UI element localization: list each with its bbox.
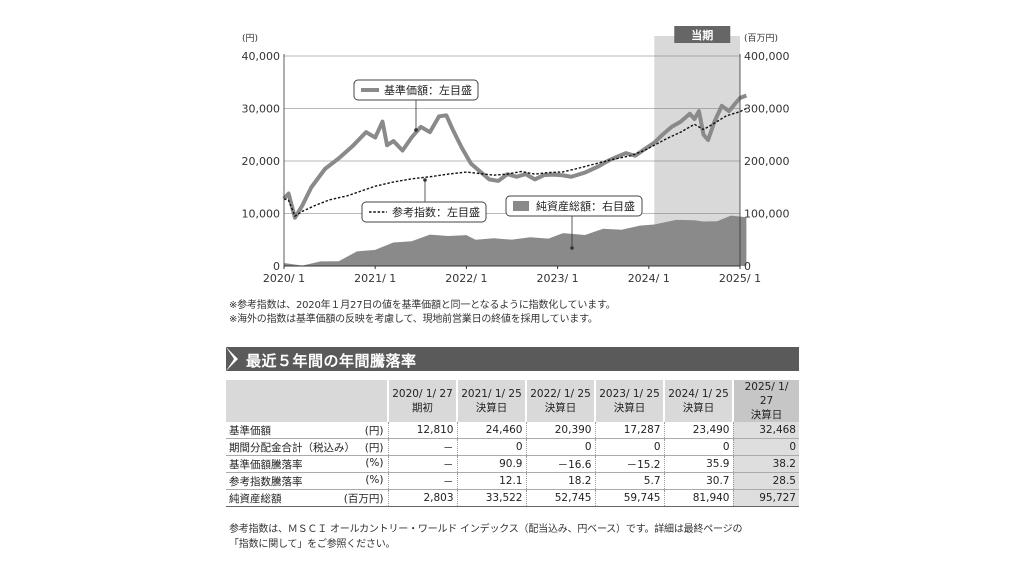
current-period-tag [674, 26, 731, 43]
legend-net-assets-dot [570, 246, 574, 250]
legend-net-assets-label: 純資産総額：右目盛 [536, 199, 635, 213]
table-header-row: 2020/ 1/ 27 期初 2021/ 1/ 25 決算日 2022/ 1/ 25… [226, 380, 799, 422]
right-tick-label: 400,000 [744, 50, 790, 63]
nav-line [282, 93, 748, 220]
section-header: 最近５年間の年間騰落率 [226, 347, 799, 371]
x-tick-label: 2020/ 1 [263, 272, 305, 285]
footnote-1: 参考指数は、ＭＳＣＩ オールカントリー・ワールド インデックス（配当込み、円ベー… [229, 524, 743, 535]
x-tick-label: 2024/ 1 [628, 272, 670, 285]
table-cell: 81,940 [663, 489, 733, 507]
table-cell: 0 [594, 438, 664, 456]
net-assets-area [284, 215, 747, 266]
table-cell: 2,803 [387, 489, 457, 507]
table-cell: 18.2 [525, 472, 595, 490]
left-tick-label: 40,000 [242, 50, 281, 63]
table-row: 基準価額 (円) 12,810 24,460 20,390 17,287 23,490 32,… [226, 422, 799, 439]
legend-nav-dot [414, 128, 418, 132]
left-tick-label: 10,000 [242, 208, 281, 221]
table-cell: － [387, 472, 457, 490]
left-axis-unit: (円) [242, 33, 258, 44]
table-row: 純資産総額 (百万円) 2,803 33,522 52,745 59,745 81,940 9… [226, 489, 799, 507]
row-label-text: 期間分配金合計（税込み） [229, 441, 355, 454]
table-cell: 5.7 [594, 472, 664, 490]
row-unit: (円) [364, 442, 384, 454]
chart-note-2: ※海外の指数は基準価額の反映を考慮して、現地前営業日の終値を採用しています。 [229, 314, 598, 325]
chart-note-1: ※参考指数は、2020年１月27日の値を基準価額と同一となるように指数化していま… [229, 300, 616, 311]
table-cell: 24,460 [456, 422, 526, 439]
row-unit: (%) [365, 474, 384, 486]
table-header-label [226, 380, 388, 422]
table-cell: 28.5 [732, 472, 799, 490]
row-unit: (円) [364, 425, 384, 437]
table-cell: 23,490 [663, 422, 733, 439]
row-label: 純資産総額 (百万円) [226, 490, 388, 507]
x-tick-label: 2025/ 1 [719, 272, 761, 285]
annual-return-table: 2020/ 1/ 27 期初 2021/ 1/ 25 決算日 2022/ 1/ 25… [226, 380, 799, 507]
table-cell: 52,745 [525, 489, 595, 507]
row-label-text: 純資産総額 [229, 492, 282, 505]
row-label: 期間分配金合計（税込み） (円) [226, 439, 388, 456]
row-label-text: 参考指数騰落率 [229, 475, 303, 488]
legend-nav-box [353, 79, 479, 101]
table-cell: 38.2 [732, 455, 799, 473]
legend-net-assets-box [505, 195, 643, 217]
row-label-text: 基準価額 [229, 424, 271, 437]
x-tick-label: 2023/ 1 [536, 272, 578, 285]
table-cell: 59,745 [594, 489, 664, 507]
table-cell: －15.2 [594, 455, 664, 473]
table-cell: 17,287 [594, 422, 664, 439]
table-header-col-current: 2025/ 1/ 27 決算日 [732, 380, 799, 422]
table-header-col: 2023/ 1/ 25 決算日 [594, 380, 664, 422]
row-unit: (百万円) [343, 493, 384, 505]
legend-index-box [361, 201, 487, 223]
table-cell: 95,727 [732, 489, 799, 507]
performance-chart: 当期 40,000 30,000 20,000 10,000 0 400,000 300,0… [242, 26, 790, 285]
row-label: 基準価額 (円) [226, 422, 388, 439]
table-row: 基準価額騰落率 (%) － 90.9 －16.6 －15.2 35.9 38.2 [226, 455, 799, 473]
row-unit: (%) [365, 457, 384, 469]
table-cell: 30.7 [663, 472, 733, 490]
table-cell: 0 [456, 438, 526, 456]
legend-index-label: 参考指数：左目盛 [392, 205, 480, 219]
current-period-label: 当期 [691, 28, 713, 42]
legend-nav-label: 基準価額：左目盛 [384, 83, 472, 97]
table-cell: 0 [525, 438, 595, 456]
table-cell: －16.6 [525, 455, 595, 473]
legend-index-dot [423, 178, 427, 182]
table-cell: 90.9 [456, 455, 526, 473]
table-row: 参考指数騰落率 (%) － 12.1 18.2 5.7 30.7 28.5 [226, 472, 799, 490]
index-line [283, 107, 747, 218]
table-cell: 0 [732, 438, 799, 456]
row-label: 参考指数騰落率 (%) [226, 473, 388, 490]
right-tick-label: 300,000 [744, 103, 790, 116]
x-tick-label: 2022/ 1 [445, 272, 487, 285]
table-header-col: 2024/ 1/ 25 決算日 [663, 380, 733, 422]
row-label-text: 基準価額騰落率 [229, 458, 303, 471]
left-tick-label: 0 [273, 260, 280, 273]
x-tick-label: 2021/ 1 [354, 272, 396, 285]
section-title: 最近５年間の年間騰落率 [246, 352, 417, 370]
footnote-2: 「指数に関して」をご参照ください。 [229, 539, 396, 550]
table-header-col: 2020/ 1/ 27 期初 [387, 380, 457, 422]
legend-net-assets-swatch [513, 201, 529, 211]
right-axis-unit: (百万円) [744, 33, 778, 44]
table-row: 期間分配金合計（税込み） (円) － 0 0 0 0 0 [226, 438, 799, 456]
table-cell: 0 [663, 438, 733, 456]
table-cell: － [387, 455, 457, 473]
table-cell: － [387, 438, 457, 456]
left-tick-label: 30,000 [242, 103, 281, 116]
right-tick-label: 100,000 [744, 208, 790, 221]
table-header-col: 2021/ 1/ 25 決算日 [456, 380, 526, 422]
table-header-col: 2022/ 1/ 25 決算日 [525, 380, 595, 422]
table-cell: 33,522 [456, 489, 526, 507]
table-cell: 35.9 [663, 455, 733, 473]
right-tick-label: 0 [744, 260, 751, 273]
row-label: 基準価額騰落率 (%) [226, 456, 388, 473]
right-tick-label: 200,000 [744, 155, 790, 168]
table-cell: 32,468 [732, 422, 799, 439]
table-cell: 20,390 [525, 422, 595, 439]
table-cell: 12.1 [456, 472, 526, 490]
left-tick-label: 20,000 [242, 155, 281, 168]
table-cell: 12,810 [387, 422, 457, 439]
